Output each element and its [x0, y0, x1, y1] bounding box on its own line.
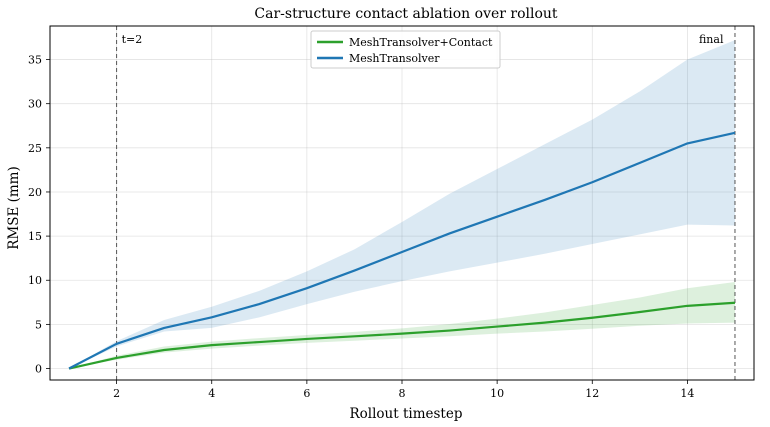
reference-line-label: t=2 [122, 33, 143, 46]
y-tick-label: 10 [28, 274, 42, 287]
x-tick-label: 14 [680, 387, 694, 400]
x-tick-label: 2 [113, 387, 120, 400]
y-tick-label: 20 [28, 186, 42, 199]
y-tick-label: 35 [28, 54, 42, 67]
series-lines [68, 131, 736, 370]
x-tick-label: 8 [399, 387, 406, 400]
band-series-1 [69, 40, 735, 369]
grid [50, 26, 754, 380]
line-series-1 [68, 131, 736, 370]
legend-label: MeshTransolver [349, 52, 440, 65]
x-tick-label: 12 [585, 387, 599, 400]
legend: MeshTransolver+Contact MeshTransolver [310, 30, 501, 69]
y-tick-label: 15 [28, 230, 42, 243]
y-axis-label: RMSE (mm) [6, 166, 22, 250]
reference-line-label: final [699, 33, 724, 46]
x-tick-label: 4 [208, 387, 215, 400]
x-tick-label: 6 [303, 387, 310, 400]
y-tick-label: 25 [28, 142, 42, 155]
y-tick-label: 0 [35, 363, 42, 376]
line-series-0 [68, 301, 736, 370]
legend-box [310, 30, 501, 69]
legend-label: MeshTransolver+Contact [349, 36, 493, 49]
chart-title: Car-structure contact ablation over roll… [254, 6, 558, 22]
y-tick-label: 5 [35, 318, 42, 331]
x-axis-label: Rollout timestep [350, 406, 463, 422]
y-axis-ticks: 0 5 10 15 20 25 30 35 [28, 54, 50, 376]
x-axis-ticks: 2 4 6 8 10 12 14 [113, 380, 694, 400]
band-series-0 [69, 282, 735, 369]
reference-lines: t=2 final [116, 26, 736, 380]
x-tick-label: 10 [490, 387, 504, 400]
confidence-bands [69, 40, 735, 369]
y-tick-label: 30 [28, 98, 42, 111]
